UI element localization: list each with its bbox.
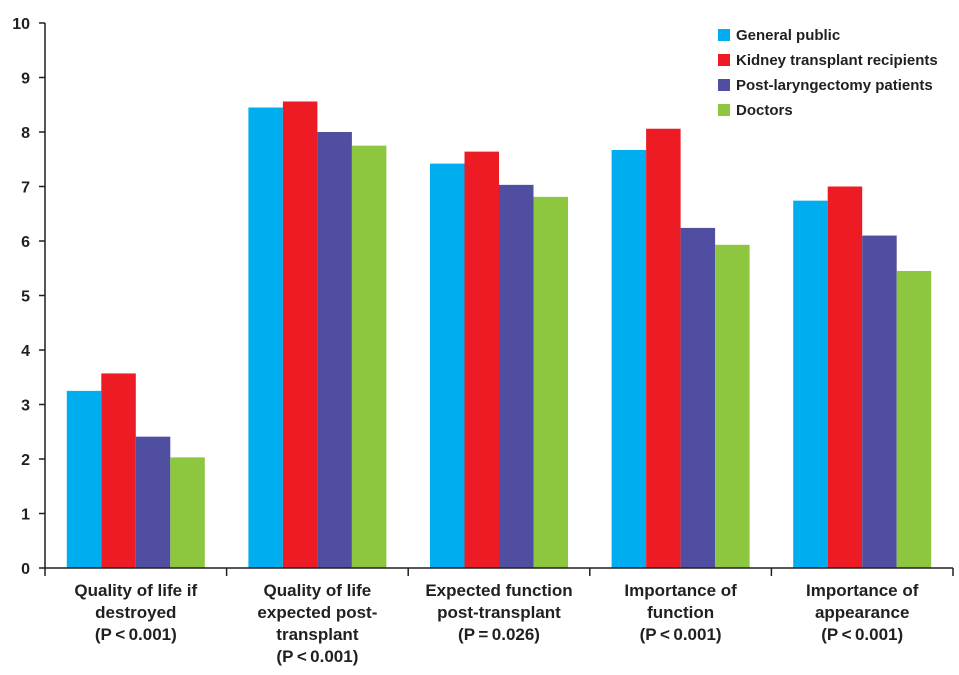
bar-0-1 [248, 107, 283, 568]
bar-1-0 [101, 373, 136, 568]
x-category-line: function [647, 603, 714, 622]
legend: General public Kidney transplant recipien… [718, 27, 938, 119]
x-category-line: post-transplant [437, 603, 561, 622]
bar-2-0 [135, 436, 171, 568]
x-category-label-3: Importance of function (P < 0.001) [624, 581, 737, 644]
legend-label-2: Post-laryngectomy patients [736, 77, 933, 94]
x-category-line: (P < 0.001) [640, 625, 722, 644]
bar-3-4 [896, 270, 932, 568]
y-tick-label-4: 4 [21, 343, 30, 360]
bar-3-1 [351, 145, 387, 569]
legend-label-1: Kidney transplant recipients [736, 52, 938, 69]
bar-0-4 [793, 200, 828, 569]
bars-group [66, 101, 932, 569]
x-category-label-4: Importance of appearance (P < 0.001) [806, 581, 919, 644]
bar-3-2 [533, 196, 568, 569]
x-category-line: destroyed [95, 603, 176, 622]
legend-swatch-0 [718, 29, 730, 41]
bar-0-3 [611, 149, 647, 569]
x-category-line: (P < 0.001) [276, 647, 358, 666]
x-category-line: transplant [276, 625, 359, 644]
bar-2-1 [317, 132, 352, 568]
y-tick-label-7: 7 [21, 180, 30, 197]
bar-0-2 [430, 163, 465, 569]
y-tick-label-9: 9 [21, 71, 30, 88]
legend-swatch-3 [718, 104, 730, 116]
y-tick-label-0: 0 [21, 561, 30, 578]
legend-swatch-1 [718, 54, 730, 66]
legend-label-3: Doctors [736, 102, 793, 119]
x-category-line: Importance of [806, 581, 919, 600]
y-tick-label-1: 1 [21, 507, 30, 524]
x-category-line: expected post- [257, 603, 377, 622]
bar-3-0 [170, 457, 205, 568]
x-category-line: appearance [815, 603, 910, 622]
bar-1-4 [827, 186, 863, 568]
y-tick-label-8: 8 [21, 125, 30, 142]
y-tick-label-3: 3 [21, 398, 30, 415]
bar-1-3 [646, 128, 681, 569]
bar-2-2 [499, 184, 534, 569]
y-tick-label-2: 2 [21, 452, 30, 469]
x-category-line: Quality of life if [74, 581, 197, 600]
bar-0-0 [66, 390, 102, 569]
bar-1-2 [464, 151, 499, 568]
legend-label-0: General public [736, 27, 840, 44]
x-category-line: Quality of life [264, 581, 372, 600]
x-category-line: (P = 0.026) [458, 625, 540, 644]
bar-1-1 [282, 101, 318, 568]
legend-swatch-2 [718, 79, 730, 91]
x-category-label-0: Quality of life if destroyed (P < 0.001) [74, 581, 197, 644]
bar-3-3 [715, 244, 750, 568]
x-category-label-2: Expected function post-transplant (P = 0.0… [425, 581, 572, 644]
y-tick-label-6: 6 [21, 234, 30, 251]
axes-group: 0 1 2 3 4 5 6 7 8 9 10 Quality of life if destroyed (… [12, 16, 954, 666]
bar-2-3 [680, 227, 716, 569]
x-category-line: Expected function [425, 581, 572, 600]
x-category-line: Importance of [624, 581, 737, 600]
y-tick-label-5: 5 [21, 289, 30, 306]
bar-2-4 [862, 235, 897, 569]
x-category-line: (P < 0.001) [821, 625, 903, 644]
x-category-label-1: Quality of life expected post-transplant (… [257, 581, 377, 666]
y-tick-label-10: 10 [12, 16, 30, 33]
x-category-line: (P < 0.001) [95, 625, 177, 644]
